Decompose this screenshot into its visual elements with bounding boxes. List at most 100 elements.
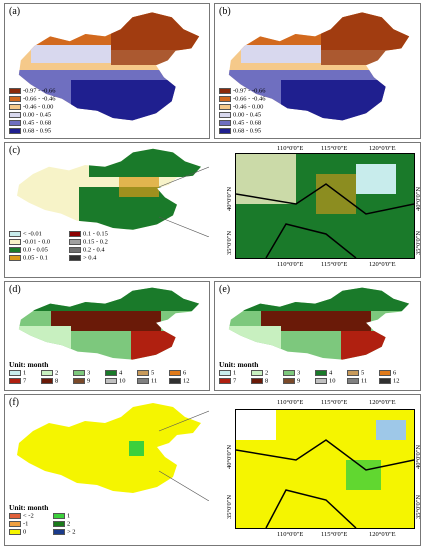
inset-c-left-tick-2: 35°0'0"N bbox=[226, 230, 233, 255]
legend-swatch bbox=[379, 378, 391, 384]
legend-label: 0.45 - 0.68 bbox=[233, 119, 262, 127]
inset-f-right-tick-2: 35°0'0"N bbox=[415, 494, 422, 519]
legend-swatch bbox=[73, 378, 85, 384]
legend-label: < -0.01 bbox=[23, 230, 42, 238]
legend-swatch bbox=[9, 128, 21, 134]
legend-label: 0.45 - 0.68 bbox=[23, 119, 52, 127]
panel-e: (e) Unit: month 1 2 3 4 5 6 7 8 9 10 11 12 bbox=[214, 281, 421, 391]
legend-item: 12 bbox=[379, 378, 411, 385]
legend-label: 12 bbox=[393, 377, 400, 385]
legend-swatch bbox=[9, 96, 21, 102]
legend-label: 8 bbox=[55, 377, 59, 385]
legend-label: < -2 bbox=[23, 512, 34, 520]
legend-swatch bbox=[69, 255, 81, 261]
inset-f-left-tick-2: 35°0'0"N bbox=[226, 494, 233, 519]
legend-item: 7 bbox=[9, 378, 41, 385]
legend-e: 1 2 3 4 5 6 7 8 9 10 11 12 bbox=[219, 370, 411, 386]
legend-swatch bbox=[9, 513, 21, 519]
legend-label: -0.46 - 0.00 bbox=[23, 103, 54, 111]
legend-label: 0.0 - 0.05 bbox=[23, 246, 48, 254]
legend-item: 2 bbox=[53, 521, 97, 528]
panel-b-label: (b) bbox=[219, 6, 231, 17]
legend-swatch bbox=[169, 378, 181, 384]
legend-item: 0 bbox=[9, 529, 53, 536]
legend-label: 2 bbox=[67, 520, 71, 528]
legend-label: 0.00 - 0.45 bbox=[23, 111, 52, 119]
legend-label: 0.05 - 0.1 bbox=[23, 254, 48, 262]
legend-label: 0 bbox=[23, 528, 27, 536]
legend-swatch bbox=[41, 378, 53, 384]
inset-f-left-tick-1: 40°0'0"N bbox=[226, 444, 233, 469]
inset-c-left-tick-1: 40°0'0"N bbox=[226, 186, 233, 211]
legend-label: 0.68 - 0.95 bbox=[23, 127, 52, 135]
legend-item: 4 bbox=[315, 370, 347, 377]
legend-swatch bbox=[9, 104, 21, 110]
panel-a: (a) -0.97 - -0.66 -0.66 - -0.46 -0.46 - 0.… bbox=[4, 3, 210, 139]
inset-f-bottom-tick-3: 120°0'0"E bbox=[369, 531, 396, 538]
legend-swatch bbox=[169, 370, 181, 376]
legend-item: 0.68 - 0.95 bbox=[9, 128, 79, 135]
legend-item: 10 bbox=[105, 378, 137, 385]
legend-swatch bbox=[9, 88, 21, 94]
legend-c: < -0.01 0.1 - 0.15 -0.01 - 0.0 0.15 - 0.2 0.… bbox=[9, 231, 129, 263]
legend-swatch bbox=[315, 378, 327, 384]
inset-f-bottom-tick-1: 110°0'0"E bbox=[277, 531, 304, 538]
legend-item: < -0.01 bbox=[9, 231, 69, 238]
legend-swatch bbox=[105, 370, 117, 376]
legend-item: < -2 bbox=[9, 513, 53, 520]
legend-swatch bbox=[69, 247, 81, 253]
legend-swatch bbox=[219, 88, 231, 94]
legend-item: 1 bbox=[9, 370, 41, 377]
legend-label: 7 bbox=[23, 377, 27, 385]
legend-swatch bbox=[9, 378, 21, 384]
legend-label: 0.00 - 0.45 bbox=[233, 111, 262, 119]
legend-item: 8 bbox=[41, 378, 73, 385]
inset-f-right-tick-1: 40°0'0"N bbox=[415, 444, 422, 469]
legend-item: 0.15 - 0.2 bbox=[69, 239, 129, 246]
legend-label: 5 bbox=[361, 369, 365, 377]
legend-swatch bbox=[219, 112, 231, 118]
legend-item: 10 bbox=[315, 378, 347, 385]
panel-f-label: (f) bbox=[9, 397, 19, 408]
legend-item: -0.66 - -0.46 bbox=[219, 96, 289, 103]
legend-item: 5 bbox=[137, 370, 169, 377]
legend-b: -0.97 - -0.66 -0.66 - -0.46 -0.46 - 0.00 0.… bbox=[219, 88, 289, 136]
legend-label: 0.15 - 0.2 bbox=[83, 238, 108, 246]
legend-label: 9 bbox=[87, 377, 91, 385]
legend-swatch bbox=[251, 370, 263, 376]
legend-swatch bbox=[9, 370, 21, 376]
panel-d-label: (d) bbox=[9, 284, 21, 295]
legend-item: -0.66 - -0.46 bbox=[9, 96, 79, 103]
legend-item: 1 bbox=[219, 370, 251, 377]
legend-swatch bbox=[251, 378, 263, 384]
legend-label: 1 bbox=[67, 512, 71, 520]
legend-label: 6 bbox=[393, 369, 397, 377]
legend-item: 0.2 - 0.4 bbox=[69, 247, 129, 254]
inset-f-top-tick-1: 110°0'0"E bbox=[277, 399, 304, 406]
inset-map-c bbox=[235, 153, 415, 259]
legend-swatch bbox=[219, 96, 231, 102]
legend-swatch bbox=[283, 370, 295, 376]
legend-swatch bbox=[137, 378, 149, 384]
legend-item: 3 bbox=[73, 370, 105, 377]
legend-swatch bbox=[219, 120, 231, 126]
legend-swatch bbox=[69, 239, 81, 245]
legend-label: -0.97 - -0.66 bbox=[233, 87, 266, 95]
legend-d: 1 2 3 4 5 6 7 8 9 10 11 12 bbox=[9, 370, 201, 386]
inset-c-right-tick-2: 35°0'0"N bbox=[415, 230, 422, 255]
legend-label: 4 bbox=[119, 369, 123, 377]
legend-swatch bbox=[9, 112, 21, 118]
legend-item: -0.97 - -0.66 bbox=[219, 88, 289, 95]
legend-swatch bbox=[347, 370, 359, 376]
panel-c: (c) < -0.01 0.1 - 0.15 -0.01 - 0.0 0.15 - 0… bbox=[4, 142, 422, 278]
legend-item: 0.1 - 0.15 bbox=[69, 231, 129, 238]
legend-swatch bbox=[9, 255, 21, 261]
panel-c-label: (c) bbox=[9, 145, 21, 156]
legend-item: 12 bbox=[169, 378, 201, 385]
legend-label: 1 bbox=[233, 369, 237, 377]
panel-b: (b) -0.97 - -0.66 -0.66 - -0.46 -0.46 - 0.… bbox=[214, 3, 421, 139]
legend-label: 8 bbox=[265, 377, 269, 385]
inset-c-right-tick-1: 40°0'0"N bbox=[415, 186, 422, 211]
inset-c-top-tick-3: 120°0'0"E bbox=[369, 145, 396, 152]
legend-item: 1 bbox=[53, 513, 97, 520]
